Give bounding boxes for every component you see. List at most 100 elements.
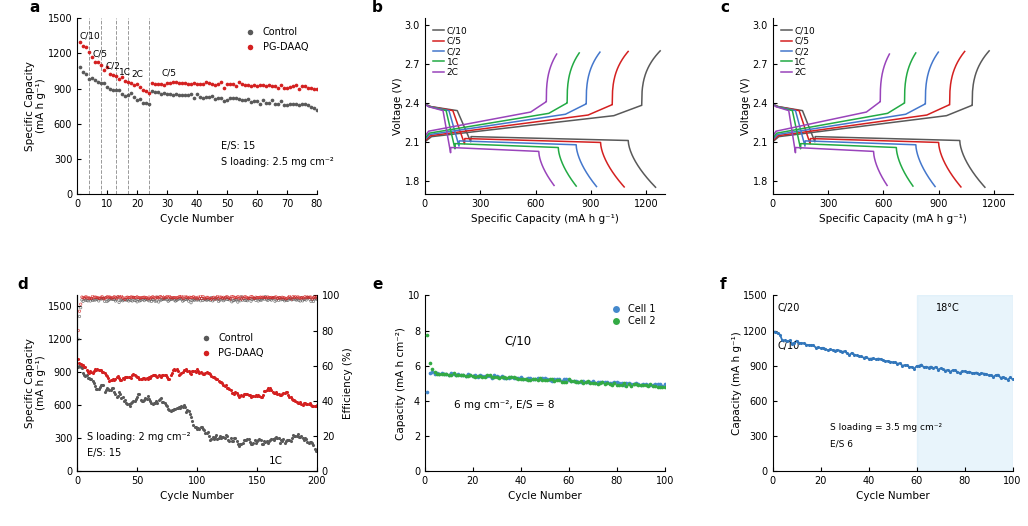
Point bbox=[195, 296, 212, 305]
Point bbox=[654, 383, 670, 391]
Point bbox=[798, 340, 814, 349]
Point bbox=[246, 97, 262, 106]
Point bbox=[143, 371, 159, 380]
Point bbox=[294, 82, 310, 90]
Point bbox=[268, 433, 285, 442]
Point bbox=[99, 63, 115, 72]
Point bbox=[91, 294, 108, 302]
Point bbox=[904, 362, 920, 371]
Point bbox=[95, 292, 111, 301]
Point bbox=[247, 392, 263, 400]
Point bbox=[306, 444, 323, 453]
Point bbox=[264, 294, 281, 302]
Point bbox=[105, 86, 121, 94]
Point bbox=[81, 294, 98, 302]
Point bbox=[98, 371, 114, 379]
Point bbox=[285, 431, 301, 439]
Legend: C/10, C/5, C/2, 1C, 2C: C/10, C/5, C/2, 1C, 2C bbox=[430, 23, 471, 80]
Point bbox=[141, 100, 157, 108]
Point bbox=[286, 293, 302, 301]
Point bbox=[542, 376, 558, 384]
Point bbox=[303, 438, 320, 446]
Point bbox=[169, 296, 185, 305]
C/10 bbox=[478, 134, 490, 140]
Point bbox=[291, 296, 307, 305]
Point bbox=[220, 383, 236, 392]
Point bbox=[558, 375, 575, 383]
Point bbox=[539, 376, 555, 385]
Point bbox=[190, 423, 207, 432]
Point bbox=[142, 295, 158, 304]
Point bbox=[304, 439, 321, 447]
Line: C/10: C/10 bbox=[425, 104, 656, 187]
Point bbox=[126, 397, 143, 405]
Point bbox=[205, 373, 221, 381]
Point bbox=[303, 293, 320, 301]
Point bbox=[157, 293, 174, 301]
Point bbox=[280, 294, 296, 302]
Point bbox=[70, 355, 86, 363]
Point bbox=[297, 295, 314, 304]
Point bbox=[298, 294, 315, 302]
Point bbox=[222, 295, 238, 303]
Point bbox=[168, 90, 184, 99]
Point bbox=[467, 373, 483, 381]
Point bbox=[870, 355, 886, 363]
Point bbox=[71, 307, 87, 316]
Point bbox=[457, 372, 474, 380]
Point bbox=[195, 424, 212, 433]
Point bbox=[884, 358, 901, 367]
Point bbox=[147, 399, 163, 407]
Point bbox=[285, 82, 301, 90]
Point bbox=[200, 295, 217, 304]
Text: S loading: 2 mg cm⁻²: S loading: 2 mg cm⁻² bbox=[86, 432, 190, 442]
Point bbox=[236, 81, 253, 89]
C/2 bbox=[463, 138, 475, 144]
Point bbox=[214, 379, 230, 387]
Point bbox=[142, 294, 158, 302]
Point bbox=[85, 379, 102, 388]
X-axis label: Cycle Number: Cycle Number bbox=[160, 214, 234, 224]
Point bbox=[182, 295, 198, 304]
Point bbox=[162, 407, 179, 415]
Point bbox=[207, 295, 223, 303]
Point bbox=[269, 100, 286, 108]
Point bbox=[934, 365, 951, 373]
Point bbox=[71, 312, 87, 321]
Point bbox=[89, 295, 106, 303]
Point bbox=[628, 380, 645, 389]
Point bbox=[240, 435, 256, 443]
Point bbox=[134, 375, 150, 383]
Point bbox=[463, 370, 479, 379]
Point bbox=[113, 292, 130, 300]
Point bbox=[645, 381, 661, 390]
Y-axis label: Efficiency (%): Efficiency (%) bbox=[343, 347, 353, 419]
Point bbox=[154, 291, 171, 300]
Point bbox=[82, 367, 99, 376]
Point bbox=[296, 294, 313, 302]
2C bbox=[767, 101, 779, 107]
Point bbox=[508, 374, 524, 382]
Point bbox=[240, 297, 256, 305]
Point bbox=[256, 437, 272, 445]
Point bbox=[111, 298, 127, 307]
Point bbox=[219, 384, 235, 392]
Point bbox=[148, 297, 164, 305]
Text: c: c bbox=[720, 0, 729, 15]
Point bbox=[161, 406, 178, 414]
Point bbox=[77, 363, 94, 371]
Text: b: b bbox=[372, 0, 383, 15]
Point bbox=[794, 339, 810, 347]
Point bbox=[120, 91, 137, 99]
Point bbox=[152, 372, 169, 380]
Point bbox=[524, 375, 541, 383]
Point bbox=[277, 439, 293, 447]
Point bbox=[535, 374, 551, 382]
Point bbox=[657, 383, 673, 391]
Text: d: d bbox=[17, 277, 28, 292]
Point bbox=[201, 370, 219, 379]
Point bbox=[164, 78, 181, 87]
Point bbox=[91, 295, 108, 303]
Point bbox=[506, 374, 522, 382]
Point bbox=[135, 397, 151, 406]
